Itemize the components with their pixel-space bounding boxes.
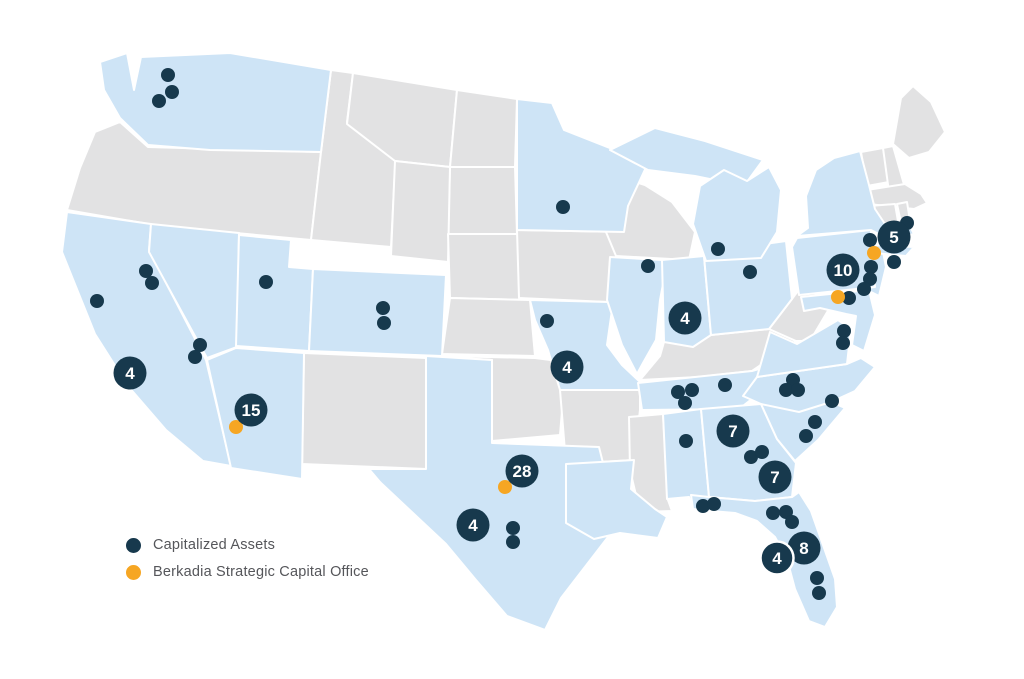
legend-label: Berkadia Strategic Capital Office	[153, 564, 369, 580]
state-south-dakota	[447, 166, 518, 235]
capitalized-asset-dot	[678, 396, 692, 410]
capitalized-asset-dot	[685, 383, 699, 397]
state-virginia	[756, 319, 852, 378]
asset-cluster-bubble	[550, 350, 584, 384]
state-colorado	[308, 268, 447, 357]
capitalized-asset-dot	[837, 324, 851, 338]
legend: Capitalized Assets Berkadia Strategic Cap…	[126, 537, 369, 580]
state-florida	[690, 491, 838, 628]
strategic-capital-office-dot	[831, 290, 845, 304]
capitalized-asset-dot	[785, 515, 799, 529]
state-michigan	[692, 166, 782, 262]
capitalized-asset-dot	[377, 316, 391, 330]
asset-cluster-bubble	[668, 301, 702, 335]
asset-cluster-count: 15	[242, 401, 261, 420]
state-north-carolina	[742, 357, 876, 413]
capitalized-asset-dot	[863, 233, 877, 247]
capitalized-asset-dot	[145, 276, 159, 290]
capitalized-asset-dot	[743, 265, 757, 279]
capitalized-asset-dot	[506, 521, 520, 535]
asset-cluster-bubble	[234, 393, 268, 427]
asset-cluster-count: 4	[125, 364, 135, 383]
strategic-capital-office-swatch-icon	[126, 564, 141, 580]
capitalized-asset-dot	[376, 301, 390, 315]
capitalized-asset-dot	[755, 445, 769, 459]
state-north-dakota	[449, 89, 518, 168]
state-new-mexico	[301, 352, 427, 470]
asset-cluster-bubble	[877, 220, 911, 254]
capitalized-asset-dot	[679, 434, 693, 448]
asset-cluster-count: 10	[834, 261, 853, 280]
state-washington	[99, 52, 332, 153]
asset-cluster-count: 7	[770, 468, 779, 487]
state-texas	[368, 355, 609, 631]
capitalized-asset-dot	[671, 385, 685, 399]
capitalized-asset-dot	[810, 571, 824, 585]
state-kansas	[441, 297, 536, 357]
capitalized-asset-dot	[791, 383, 805, 397]
capitalized-asset-dot	[836, 336, 850, 350]
capitalized-asset-dot	[825, 394, 839, 408]
asset-cluster-bubble	[758, 460, 792, 494]
state-minnesota	[516, 98, 649, 233]
asset-cluster-bubble	[456, 508, 490, 542]
state-maine	[892, 85, 946, 159]
capitalized-asset-dot	[90, 294, 104, 308]
legend-item-strategic-capital-office: Berkadia Strategic Capital Office	[126, 564, 369, 580]
state-maryland-delaware	[800, 289, 876, 352]
asset-cluster-bubble	[759, 540, 795, 576]
state-nevada	[148, 223, 240, 359]
capitalized-asset-dot	[744, 450, 758, 464]
legend-label: Capitalized Assets	[153, 537, 276, 553]
capitalized-asset-dot	[808, 415, 822, 429]
capitalized-asset-dot	[161, 68, 175, 82]
asset-cluster-count: 28	[513, 462, 532, 481]
capitalized-asset-dot	[556, 200, 570, 214]
capitalized-asset-dot	[766, 506, 780, 520]
capitalized-asset-dot	[707, 497, 721, 511]
strategic-capital-office-dot	[229, 420, 243, 434]
asset-cluster-count: 8	[799, 539, 808, 558]
capitalized-asset-dot	[259, 275, 273, 289]
capitalized-asset-dot	[139, 264, 153, 278]
strategic-capital-office-dot	[867, 246, 881, 260]
asset-cluster-count: 7	[728, 422, 737, 441]
asset-cluster-count: 4	[680, 309, 690, 328]
capitalized-asset-dot	[696, 499, 710, 513]
state-utah	[235, 234, 314, 352]
capitalized-asset-dot	[152, 94, 166, 108]
capitalized-asset-dot	[711, 242, 725, 256]
capitalized-asset-dot	[165, 85, 179, 99]
state-wyoming	[390, 160, 451, 263]
asset-cluster-bubble	[113, 356, 147, 390]
capitalized-asset-dot	[857, 282, 871, 296]
capitalized-asset-dot	[193, 338, 207, 352]
capitalized-asset-dot	[812, 586, 826, 600]
capitalized-asset-dot	[540, 314, 554, 328]
asset-cluster-bubble	[826, 253, 860, 287]
asset-cluster-bubble	[787, 531, 821, 565]
legend-item-capitalized-assets: Capitalized Assets	[126, 537, 369, 553]
capitalized-asset-dot	[506, 535, 520, 549]
capitalized-asset-dot	[842, 291, 856, 305]
capitalized-asset-dot	[779, 383, 793, 397]
capitalized-assets-swatch-icon	[126, 537, 141, 553]
state-louisiana	[565, 459, 668, 540]
capitalized-asset-dot	[864, 260, 878, 274]
capitalized-asset-dot	[799, 429, 813, 443]
strategic-capital-office-dot	[498, 480, 512, 494]
capitalized-asset-dot	[718, 378, 732, 392]
asset-cluster-count: 4	[468, 516, 478, 535]
asset-cluster-count: 4	[562, 358, 572, 377]
capitalized-asset-dot	[188, 350, 202, 364]
asset-cluster-bubble	[716, 414, 750, 448]
asset-cluster-count: 5	[889, 228, 898, 247]
capitalized-asset-dot	[887, 255, 901, 269]
asset-cluster-bubble	[505, 454, 539, 488]
asset-cluster-count: 4	[772, 549, 782, 568]
capitalized-asset-dot	[641, 259, 655, 273]
